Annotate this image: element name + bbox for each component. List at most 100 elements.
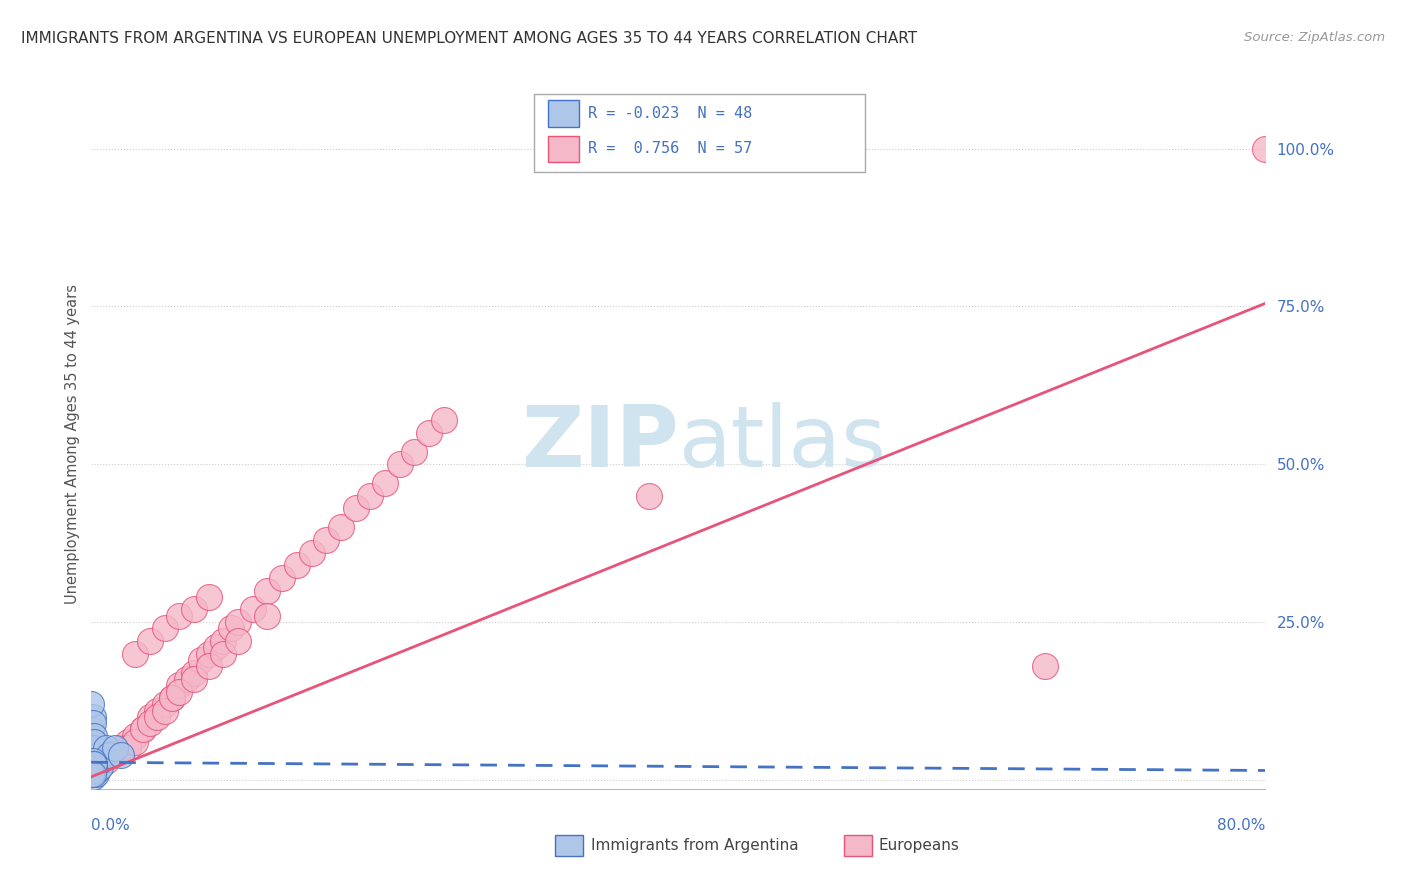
Point [94, 741, 117, 756]
Point [197, 647, 219, 661]
Point [110, 741, 132, 756]
Point [89, 754, 111, 768]
Point [83, 760, 105, 774]
Point [80, 760, 103, 774]
Point [83, 757, 105, 772]
Point [153, 704, 176, 718]
Point [418, 425, 440, 440]
Point [82, 766, 104, 780]
Point [205, 640, 228, 655]
Text: Europeans: Europeans [879, 838, 960, 853]
Point [197, 590, 219, 604]
Point [83, 760, 105, 774]
Point [169, 684, 191, 698]
Text: Immigrants from Argentina: Immigrants from Argentina [591, 838, 799, 853]
Point [82, 735, 104, 749]
Point [432, 413, 454, 427]
Point [82, 770, 104, 784]
Point [83, 729, 105, 743]
Point [359, 489, 381, 503]
Point [80, 697, 103, 711]
Point [82, 760, 104, 774]
Point [271, 571, 294, 585]
Point [80, 766, 103, 780]
Text: 80.0%: 80.0% [1218, 818, 1265, 832]
Point [132, 723, 155, 737]
Point [82, 747, 104, 762]
Point [285, 558, 308, 573]
Point [80, 764, 103, 778]
Point [82, 710, 104, 724]
Point [226, 615, 249, 629]
Point [83, 764, 105, 778]
Point [86, 754, 108, 768]
Point [117, 735, 139, 749]
Point [139, 716, 162, 731]
Point [80, 760, 103, 774]
Point [104, 741, 127, 756]
Point [256, 608, 278, 623]
Point [388, 458, 411, 472]
Point [1033, 659, 1056, 673]
Point [82, 716, 104, 731]
Point [139, 634, 162, 648]
Point [183, 672, 205, 686]
Point [124, 647, 146, 661]
Point [82, 760, 104, 774]
Text: IMMIGRANTS FROM ARGENTINA VS EUROPEAN UNEMPLOYMENT AMONG AGES 35 TO 44 YEARS COR: IMMIGRANTS FROM ARGENTINA VS EUROPEAN UN… [21, 31, 917, 46]
Point [139, 710, 162, 724]
Point [84, 760, 107, 774]
Point [87, 760, 110, 774]
Point [86, 764, 108, 778]
Point [344, 501, 367, 516]
Point [132, 723, 155, 737]
Point [80, 766, 103, 780]
Point [90, 747, 112, 762]
Point [219, 622, 242, 636]
Point [212, 634, 235, 648]
Point [89, 760, 111, 774]
Point [83, 735, 105, 749]
Point [82, 764, 104, 778]
Point [169, 608, 191, 623]
Point [160, 690, 183, 705]
Point [301, 546, 323, 560]
Point [98, 747, 121, 762]
Point [124, 735, 146, 749]
Point [176, 672, 198, 686]
Point [117, 741, 139, 756]
Point [242, 602, 264, 616]
Point [83, 754, 105, 768]
Point [638, 489, 661, 503]
Point [183, 602, 205, 616]
Point [84, 757, 107, 772]
Point [315, 533, 337, 547]
Point [103, 747, 125, 762]
Text: Source: ZipAtlas.com: Source: ZipAtlas.com [1244, 31, 1385, 45]
Point [83, 747, 105, 762]
Point [190, 653, 212, 667]
Point [84, 766, 107, 780]
Point [110, 747, 132, 762]
Point [212, 647, 235, 661]
Point [82, 754, 104, 768]
Point [256, 583, 278, 598]
Point [329, 520, 352, 534]
Point [183, 665, 205, 680]
Point [80, 766, 103, 780]
Text: 0.0%: 0.0% [91, 818, 131, 832]
Point [169, 678, 191, 692]
Point [404, 444, 426, 458]
Text: ZIP: ZIP [520, 402, 678, 485]
Point [124, 729, 146, 743]
Point [226, 634, 249, 648]
Point [82, 757, 104, 772]
Point [80, 723, 103, 737]
Point [94, 754, 117, 768]
Point [87, 747, 110, 762]
Point [87, 760, 110, 774]
Point [84, 751, 107, 765]
Text: R =  0.756  N = 57: R = 0.756 N = 57 [588, 142, 752, 156]
Point [83, 757, 105, 772]
Point [146, 710, 169, 724]
